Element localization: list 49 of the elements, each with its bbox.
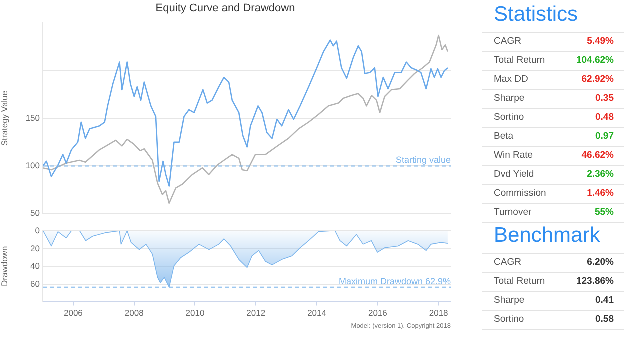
category-label: CAGR: [494, 35, 522, 49]
category-label: Max DD: [494, 73, 528, 87]
text: 0.58: [596, 314, 614, 325]
category-label: Sortino: [494, 111, 524, 125]
text: 104.62%: [576, 55, 614, 66]
y-tick-label: 50: [30, 208, 40, 218]
category-label: Sortino: [494, 313, 524, 327]
y-axis-title: Drawdown: [0, 246, 10, 286]
category-label: Sharpe: [494, 92, 525, 106]
text: 1.46%: [587, 188, 614, 199]
text: 5.49%: [587, 36, 614, 47]
category-label: Commission: [494, 187, 546, 201]
x-tick-label: 2012: [246, 308, 266, 318]
text: 0.41: [596, 295, 614, 306]
text: 46.62%: [582, 150, 614, 161]
y-tick-label: 150: [26, 112, 40, 123]
x-tick-label: 2014: [308, 308, 327, 318]
x-tick-label: 2018: [429, 308, 449, 318]
category-label: Win Rate: [494, 149, 534, 163]
text: 0.35: [596, 93, 614, 104]
ref-line-label: Starting value: [396, 155, 451, 166]
x-tick-label: 2016: [368, 308, 388, 318]
category-label: Turnover: [494, 206, 532, 220]
text: 62.92%: [582, 74, 614, 85]
text: 6.20%: [587, 257, 614, 268]
x-tick-label: 2010: [186, 308, 205, 318]
category-label: Beta: [494, 130, 514, 144]
category-label: Total Return: [494, 54, 546, 68]
text: 55%: [594, 207, 614, 218]
category-label: Dvd Yield: [494, 168, 534, 182]
y-tick-label: 60: [30, 279, 40, 290]
text: 2.36%: [587, 169, 614, 180]
y-axis-title: Strategy Value: [0, 90, 10, 146]
text: Benchmark: [494, 223, 602, 249]
text: Statistics: [494, 2, 580, 28]
y-tick-label: 0: [35, 225, 40, 236]
x-tick-label: 2006: [64, 308, 84, 318]
y-tick-label: 40: [30, 261, 40, 272]
category-label: CAGR: [494, 256, 522, 270]
chart-title: Equity Curve and Drawdown: [156, 2, 296, 15]
ref-line-label: Maximum Drawdown 62.9%: [338, 276, 451, 286]
text: 0.48: [596, 112, 614, 123]
x-tick-label: 2008: [124, 308, 144, 318]
category-label: Total Return: [494, 275, 546, 289]
text: 0.97: [596, 131, 614, 142]
category-label: Sharpe: [494, 294, 525, 308]
y-tick-label: 20: [30, 243, 40, 254]
text: 123.86%: [576, 276, 614, 287]
y-tick-label: 100: [26, 160, 40, 171]
